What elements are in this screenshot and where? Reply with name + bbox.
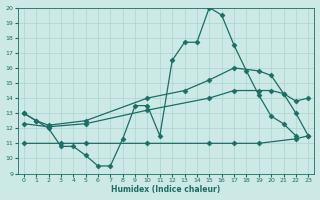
X-axis label: Humidex (Indice chaleur): Humidex (Indice chaleur) (111, 185, 221, 194)
